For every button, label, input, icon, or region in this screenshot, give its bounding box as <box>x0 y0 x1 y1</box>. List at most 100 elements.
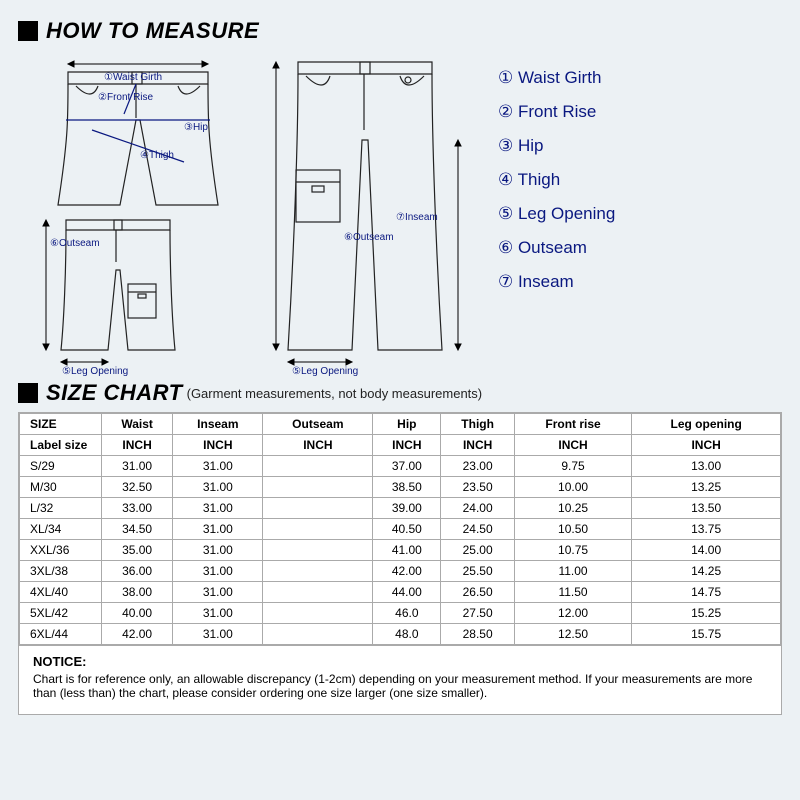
td: 10.25 <box>514 498 632 519</box>
table-header-row-2: Label sizeINCHINCHINCHINCHINCHINCHINCH <box>20 435 781 456</box>
th: INCH <box>173 435 263 456</box>
td: 26.50 <box>441 582 514 603</box>
table-row: XL/3434.5031.0040.5024.5010.5013.75 <box>20 519 781 540</box>
size-table: SIZEWaistInseamOutseamHipThighFront rise… <box>19 413 781 645</box>
td: 31.00 <box>173 624 263 645</box>
td: 39.00 <box>373 498 441 519</box>
diagram-area: ①Waist Girth ②Front Rise ③Hip ④Thigh <box>18 50 478 380</box>
label-outseam-pants: ⑥Outseam <box>344 232 394 243</box>
td: 40.00 <box>102 603 173 624</box>
td <box>263 519 373 540</box>
measure-title: HOW TO MEASURE <box>46 18 259 44</box>
th: Front rise <box>514 414 632 435</box>
notice-title: NOTICE: <box>33 654 767 669</box>
td <box>263 582 373 603</box>
th: Inseam <box>173 414 263 435</box>
td: 12.00 <box>514 603 632 624</box>
label-leg-opening-shorts: ⑤Leg Opening <box>62 366 128 377</box>
td: 42.00 <box>102 624 173 645</box>
table-row: 6XL/4442.0031.0048.028.5012.5015.75 <box>20 624 781 645</box>
td: 24.00 <box>441 498 514 519</box>
td: 25.50 <box>441 561 514 582</box>
td: 6XL/44 <box>20 624 102 645</box>
th: INCH <box>632 435 781 456</box>
td: 15.75 <box>632 624 781 645</box>
td: 14.00 <box>632 540 781 561</box>
td <box>263 498 373 519</box>
th: Hip <box>373 414 441 435</box>
td: 40.50 <box>373 519 441 540</box>
table-row: 4XL/4038.0031.0044.0026.5011.5014.75 <box>20 582 781 603</box>
td: 38.00 <box>102 582 173 603</box>
td: 31.00 <box>102 456 173 477</box>
notice-box: NOTICE: Chart is for reference only, an … <box>18 646 782 715</box>
th: INCH <box>263 435 373 456</box>
legend-front-rise: ② Front Rise <box>498 102 782 122</box>
td: 13.75 <box>632 519 781 540</box>
label-front-rise: ②Front Rise <box>98 92 154 103</box>
td: 15.25 <box>632 603 781 624</box>
pants-full-diagram: ⑥Outseam ⑦Inseam ⑤Leg Opening <box>248 50 478 380</box>
label-hip: ③Hip <box>184 122 208 133</box>
td: XXL/36 <box>20 540 102 561</box>
th: Leg opening <box>632 414 781 435</box>
td: 34.50 <box>102 519 173 540</box>
label-thigh: ④Thigh <box>140 150 174 161</box>
td: 10.00 <box>514 477 632 498</box>
label-inseam-pants: ⑦Inseam <box>396 212 438 223</box>
table-body: S/2931.0031.0037.0023.009.7513.00M/3032.… <box>20 456 781 645</box>
table-row: 5XL/4240.0031.0046.027.5012.0015.25 <box>20 603 781 624</box>
th: Outseam <box>263 414 373 435</box>
table-row: L/3233.0031.0039.0024.0010.2513.50 <box>20 498 781 519</box>
td <box>263 456 373 477</box>
td: 36.00 <box>102 561 173 582</box>
td: 5XL/42 <box>20 603 102 624</box>
th: Label size <box>20 435 102 456</box>
td: 31.00 <box>173 561 263 582</box>
th: SIZE <box>20 414 102 435</box>
table-row: 3XL/3836.0031.0042.0025.5011.0014.25 <box>20 561 781 582</box>
th: INCH <box>373 435 441 456</box>
td: 23.00 <box>441 456 514 477</box>
pants-top-diagram: ①Waist Girth ②Front Rise ③Hip ④Thigh <box>28 50 248 210</box>
td: 38.50 <box>373 477 441 498</box>
legend-outseam: ⑥ Outseam <box>498 238 782 258</box>
td: 44.00 <box>373 582 441 603</box>
th: INCH <box>441 435 514 456</box>
label-leg-opening-pants: ⑤Leg Opening <box>292 366 358 377</box>
td: 46.0 <box>373 603 441 624</box>
size-table-wrap: SIZEWaistInseamOutseamHipThighFront rise… <box>18 412 782 646</box>
td: 41.00 <box>373 540 441 561</box>
legend-hip: ③ Hip <box>498 136 782 156</box>
td <box>263 561 373 582</box>
td: 13.50 <box>632 498 781 519</box>
td: 35.00 <box>102 540 173 561</box>
label-outseam-shorts: ⑥Outseam <box>50 238 100 249</box>
td: 32.50 <box>102 477 173 498</box>
td: 10.75 <box>514 540 632 561</box>
td: 9.75 <box>514 456 632 477</box>
legend-waist: ① Waist Girth <box>498 68 782 88</box>
td: XL/34 <box>20 519 102 540</box>
notice-body: Chart is for reference only, an allowabl… <box>33 672 767 700</box>
td: 31.00 <box>173 477 263 498</box>
bullet-square <box>18 383 38 403</box>
td: 31.00 <box>173 582 263 603</box>
td: 31.00 <box>173 519 263 540</box>
measure-legend: ① Waist Girth ② Front Rise ③ Hip ④ Thigh… <box>478 50 782 380</box>
td: 11.50 <box>514 582 632 603</box>
table-row: S/2931.0031.0037.0023.009.7513.00 <box>20 456 781 477</box>
td: 12.50 <box>514 624 632 645</box>
td <box>263 477 373 498</box>
td: 28.50 <box>441 624 514 645</box>
td <box>263 603 373 624</box>
chart-subtitle: (Garment measurements, not body measurem… <box>187 386 483 401</box>
td: 14.75 <box>632 582 781 603</box>
measure-panel: ①Waist Girth ②Front Rise ③Hip ④Thigh <box>18 50 782 380</box>
td: 31.00 <box>173 498 263 519</box>
th: Waist <box>102 414 173 435</box>
td: 31.00 <box>173 603 263 624</box>
td: 31.00 <box>173 456 263 477</box>
td: S/29 <box>20 456 102 477</box>
td: 13.25 <box>632 477 781 498</box>
